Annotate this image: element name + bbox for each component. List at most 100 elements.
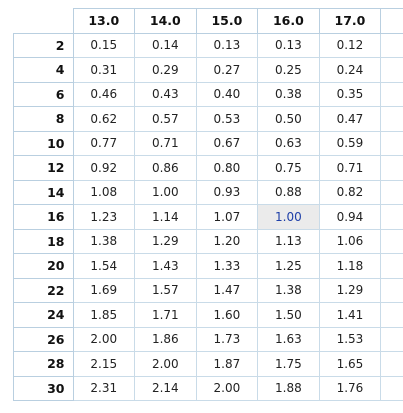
table-cell-partial[interactable] [380, 277, 403, 303]
table-cell[interactable]: 1.60 [195, 302, 259, 328]
table-cell[interactable]: 1.57 [134, 277, 197, 303]
table-cell[interactable]: 1.20 [195, 228, 259, 254]
selected-cell[interactable]: 1.00 [257, 204, 320, 230]
table-cell[interactable]: 0.80 [195, 155, 259, 181]
table-cell-partial[interactable] [380, 253, 403, 279]
table-cell[interactable]: 1.29 [318, 277, 382, 303]
table-cell[interactable]: 0.88 [257, 179, 320, 205]
table-cell[interactable]: 0.12 [318, 32, 382, 58]
table-cell-partial[interactable] [380, 375, 403, 401]
table-cell-partial[interactable] [380, 130, 403, 156]
table-cell[interactable]: 1.41 [318, 302, 382, 328]
table-cell[interactable]: 1.13 [257, 228, 320, 254]
table-cell-partial[interactable] [380, 179, 403, 205]
table-cell[interactable]: 1.00 [134, 179, 197, 205]
table-cell[interactable]: 0.93 [195, 179, 259, 205]
row-header[interactable]: 12 [13, 155, 74, 181]
row-header[interactable]: 26 [13, 326, 74, 352]
row-header[interactable]: 22 [13, 277, 74, 303]
table-cell[interactable]: 0.92 [72, 155, 136, 181]
row-header[interactable]: 28 [13, 351, 74, 377]
table-cell[interactable]: 2.00 [72, 326, 136, 352]
table-cell[interactable]: 1.53 [318, 326, 382, 352]
table-cell[interactable]: 0.14 [134, 32, 197, 58]
table-cell[interactable]: 1.29 [134, 228, 197, 254]
table-cell-partial[interactable] [380, 155, 403, 181]
table-cell[interactable]: 0.24 [318, 57, 382, 83]
table-cell[interactable]: 1.23 [72, 204, 136, 230]
row-header[interactable]: 18 [13, 228, 74, 254]
table-cell[interactable]: 1.75 [257, 351, 320, 377]
row-header[interactable]: 20 [13, 253, 74, 279]
table-cell[interactable]: 1.25 [257, 253, 320, 279]
table-cell[interactable]: 0.77 [72, 130, 136, 156]
row-header[interactable]: 10 [13, 130, 74, 156]
table-cell[interactable]: 1.63 [257, 326, 320, 352]
table-cell[interactable]: 0.53 [195, 106, 259, 132]
row-header[interactable]: 24 [13, 302, 74, 328]
table-cell[interactable]: 0.25 [257, 57, 320, 83]
row-header[interactable]: 2 [13, 32, 74, 58]
table-cell[interactable]: 1.73 [195, 326, 259, 352]
table-cell[interactable]: 0.50 [257, 106, 320, 132]
column-header[interactable]: 15.0 [195, 8, 259, 34]
table-cell[interactable]: 1.76 [318, 375, 382, 401]
table-cell[interactable]: 1.33 [195, 253, 259, 279]
table-cell[interactable]: 0.63 [257, 130, 320, 156]
table-cell[interactable]: 1.85 [72, 302, 136, 328]
table-cell[interactable]: 1.50 [257, 302, 320, 328]
row-header[interactable]: 8 [13, 106, 74, 132]
table-cell[interactable]: 1.07 [195, 204, 259, 230]
table-cell[interactable]: 1.86 [134, 326, 197, 352]
column-header-partial[interactable] [380, 8, 403, 34]
table-cell[interactable]: 0.71 [318, 155, 382, 181]
table-cell[interactable]: 1.43 [134, 253, 197, 279]
table-cell[interactable]: 0.75 [257, 155, 320, 181]
table-cell[interactable]: 1.06 [318, 228, 382, 254]
table-cell[interactable]: 0.71 [134, 130, 197, 156]
table-cell[interactable]: 1.88 [257, 375, 320, 401]
table-cell[interactable]: 2.31 [72, 375, 136, 401]
table-cell-partial[interactable] [380, 326, 403, 352]
table-cell[interactable]: 0.40 [195, 81, 259, 107]
table-cell[interactable]: 1.38 [257, 277, 320, 303]
table-cell[interactable]: 1.18 [318, 253, 382, 279]
table-cell-partial[interactable] [380, 204, 403, 230]
table-cell[interactable]: 1.87 [195, 351, 259, 377]
table-cell[interactable]: 0.67 [195, 130, 259, 156]
row-header[interactable]: 4 [13, 57, 74, 83]
table-cell[interactable]: 0.13 [195, 32, 259, 58]
table-cell[interactable]: 0.35 [318, 81, 382, 107]
table-cell[interactable]: 0.94 [318, 204, 382, 230]
table-cell[interactable]: 0.47 [318, 106, 382, 132]
table-cell[interactable]: 0.86 [134, 155, 197, 181]
table-cell[interactable]: 2.15 [72, 351, 136, 377]
table-cell[interactable]: 1.38 [72, 228, 136, 254]
table-cell[interactable]: 0.29 [134, 57, 197, 83]
table-cell-partial[interactable] [380, 302, 403, 328]
table-cell[interactable]: 0.15 [72, 32, 136, 58]
table-cell[interactable]: 1.08 [72, 179, 136, 205]
table-cell[interactable]: 0.38 [257, 81, 320, 107]
table-cell[interactable]: 0.31 [72, 57, 136, 83]
table-cell[interactable]: 2.00 [134, 351, 197, 377]
table-cell[interactable]: 2.14 [134, 375, 197, 401]
table-cell[interactable]: 1.14 [134, 204, 197, 230]
table-cell[interactable]: 0.27 [195, 57, 259, 83]
column-header[interactable]: 14.0 [134, 8, 197, 34]
table-cell[interactable]: 0.62 [72, 106, 136, 132]
table-cell-partial[interactable] [380, 81, 403, 107]
table-cell[interactable]: 0.82 [318, 179, 382, 205]
table-cell[interactable]: 0.57 [134, 106, 197, 132]
table-cell[interactable]: 1.65 [318, 351, 382, 377]
table-cell[interactable]: 1.69 [72, 277, 136, 303]
row-header[interactable]: 6 [13, 81, 74, 107]
column-header[interactable]: 13.0 [72, 8, 136, 34]
table-cell[interactable]: 0.59 [318, 130, 382, 156]
table-cell-partial[interactable] [380, 57, 403, 83]
table-cell[interactable]: 0.13 [257, 32, 320, 58]
row-header[interactable]: 14 [13, 179, 74, 205]
table-cell[interactable]: 1.47 [195, 277, 259, 303]
table-cell-partial[interactable] [380, 351, 403, 377]
table-cell[interactable]: 0.43 [134, 81, 197, 107]
